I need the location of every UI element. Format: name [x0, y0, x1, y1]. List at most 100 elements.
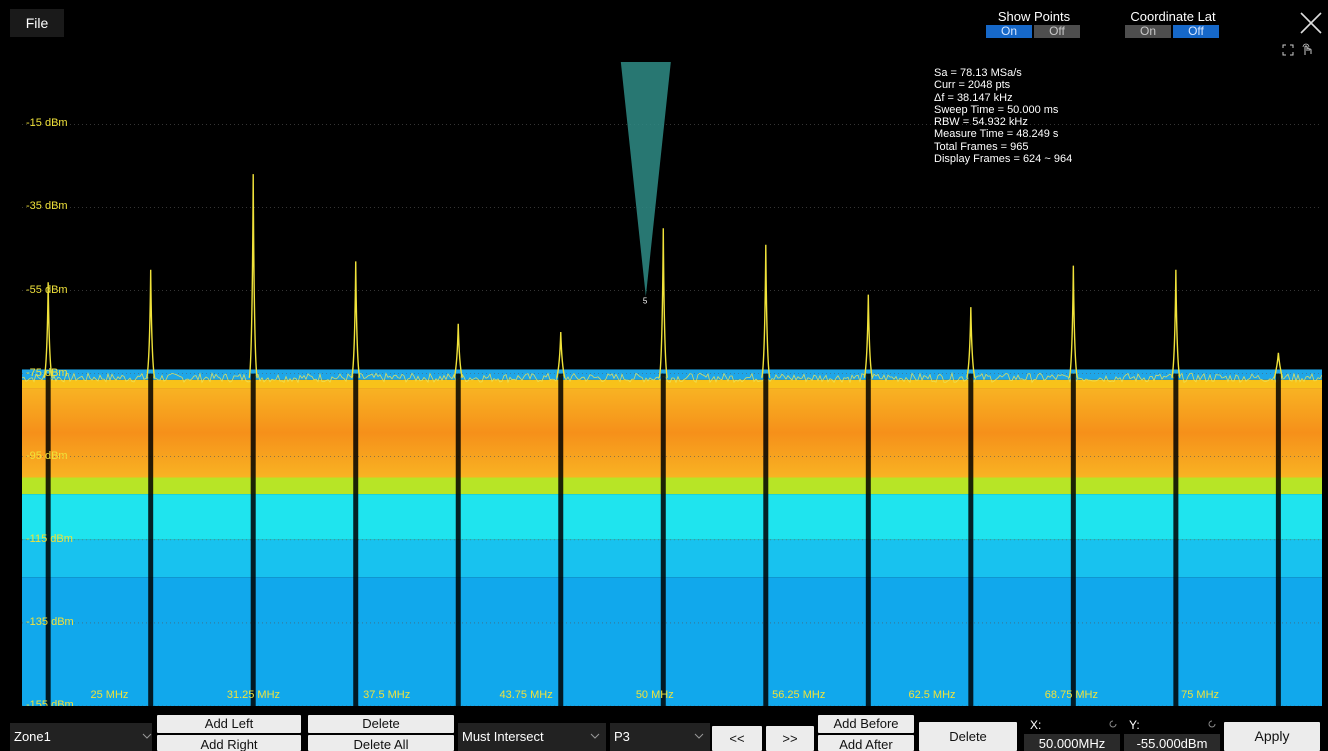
y-tick-label: -35 dBm: [26, 200, 68, 213]
signal-shadow: [45, 373, 51, 706]
x-tick-label: 75 MHz: [1181, 689, 1220, 701]
y-tick-label: -55 dBm: [26, 283, 68, 296]
signal-peak: [761, 244, 771, 378]
x-tick-label: 50 MHz: [635, 689, 674, 701]
x-tick-label: 37.5 MHz: [363, 689, 411, 701]
signal-peak: [556, 332, 566, 378]
add-before-button[interactable]: Add Before: [818, 715, 914, 733]
noise-band-yellow: [22, 379, 1322, 389]
file-menu[interactable]: File: [10, 9, 64, 37]
chevron-down-icon: [142, 733, 152, 739]
signal-shadow: [1275, 373, 1281, 706]
zone-select-value: Zone1: [14, 729, 51, 744]
signal-peak: [1273, 352, 1284, 378]
signal-shadow: [250, 373, 256, 706]
signal-shadow: [455, 373, 461, 706]
y-tick-label: -135 dBm: [26, 615, 74, 628]
touch-icon[interactable]: [1301, 43, 1313, 56]
signal-peak: [1068, 265, 1079, 378]
show-points-off[interactable]: Off: [1034, 25, 1080, 38]
show-points-toggle: Show Points On Off: [986, 10, 1082, 38]
delete-all-button[interactable]: Delete All: [308, 735, 454, 751]
signal-peak: [453, 323, 463, 378]
next-point-button[interactable]: >>: [766, 726, 814, 751]
signal-peak: [863, 294, 873, 378]
y-coordinate-input[interactable]: -55.000dBm: [1124, 734, 1220, 751]
point-select[interactable]: P3: [610, 723, 710, 751]
coordinate-label-on[interactable]: On: [1125, 25, 1171, 38]
show-points-on[interactable]: On: [986, 25, 1032, 38]
add-left-button[interactable]: Add Left: [157, 715, 301, 733]
x-coordinate-input[interactable]: 50.000MHz: [1024, 734, 1120, 751]
signal-shadow: [865, 373, 871, 706]
signal-peak: [1171, 269, 1181, 378]
chevron-down-icon: [694, 733, 704, 739]
add-after-button[interactable]: Add After: [818, 735, 914, 751]
info-line-sweep-time: Sweep Time = 50.000 ms: [934, 103, 1059, 116]
fullscreen-icon[interactable]: [1282, 44, 1294, 56]
x-coordinate-label: X:: [1030, 718, 1042, 732]
coordinate-label-toggle: Coordinate Lat On Off: [1125, 10, 1221, 38]
info-line-display-frames: Display Frames = 624 ~ 964: [934, 153, 1073, 166]
spectrum-chart: 5: [22, 62, 1322, 706]
noise-band-cyan: [22, 494, 1322, 540]
intersect-select-value: Must Intersect: [462, 729, 544, 744]
signal-peak: [43, 282, 53, 378]
close-icon[interactable]: [1298, 10, 1324, 36]
info-line-delta-f: Δf = 38.147 kHz: [934, 91, 1013, 104]
y-tick-label: -155 dBm: [26, 699, 74, 706]
x-tick-label: 25 MHz: [90, 689, 129, 701]
top-bar: File Show Points On Off Coordinate Lat O…: [0, 0, 1328, 42]
y-tick-label: -15 dBm: [26, 117, 68, 130]
noise-band-green: [22, 477, 1322, 495]
mask-toolbar: Zone1 Add Left Add Right Delete Delete A…: [0, 709, 1328, 751]
y-coordinate-label: Y:: [1129, 718, 1140, 732]
signal-shadow: [148, 373, 154, 706]
mask-region: [620, 62, 671, 297]
signal-shadow: [353, 373, 359, 706]
signal-shadow: [968, 373, 974, 706]
info-line-measure-time: Measure Time = 48.249 s: [934, 128, 1059, 141]
refresh-icon[interactable]: [1207, 719, 1217, 729]
y-tick-label: -115 dBm: [26, 532, 73, 545]
y-tick-label: -95 dBm: [26, 449, 68, 462]
x-tick-label: 43.75 MHz: [499, 689, 553, 701]
add-right-button[interactable]: Add Right: [157, 735, 301, 751]
signal-peak: [351, 261, 361, 378]
x-tick-label: 68.75 MHz: [1044, 689, 1098, 701]
signal-peak: [248, 174, 258, 378]
info-line-curr: Curr = 2048 pts: [934, 79, 1011, 92]
refresh-icon[interactable]: [1108, 719, 1118, 729]
coordinate-label-off[interactable]: Off: [1173, 25, 1219, 38]
mask-point-label: 5: [643, 297, 648, 306]
signal-shadow: [1173, 373, 1179, 706]
delete-zone-button[interactable]: Delete: [308, 715, 454, 733]
spectrum-plot[interactable]: 5 -15 dBm -35 dBm -55 dBm -75 dBm -95 dBm -11…: [22, 62, 1322, 706]
signal-shadow: [763, 373, 769, 706]
delete-point-button[interactable]: Delete: [919, 722, 1017, 751]
noise-band-blue: [22, 577, 1322, 706]
x-tick-label: 31.25 MHz: [226, 689, 281, 701]
signal-shadow: [1070, 373, 1076, 706]
show-points-label: Show Points: [997, 10, 1071, 24]
info-line-total-frames: Total Frames = 965: [934, 140, 1029, 153]
zone-select[interactable]: Zone1: [10, 723, 152, 751]
measurement-info: Sa = 78.13 MSa/s Curr = 2048 pts Δf = 38…: [934, 67, 1072, 165]
apply-button[interactable]: Apply: [1224, 722, 1320, 751]
noise-band-light-blue: [22, 539, 1322, 578]
coordinate-label-label: Coordinate Lat: [1130, 10, 1216, 24]
intersect-select[interactable]: Must Intersect: [458, 723, 606, 751]
signal-peak: [146, 269, 156, 378]
info-line-rbw: RBW = 54.932 kHz: [934, 116, 1028, 129]
chevron-down-icon: [590, 733, 600, 739]
noise-band-top-blue: [22, 369, 1322, 380]
y-tick-label: -75 dBm: [26, 366, 68, 379]
previous-point-button[interactable]: <<: [712, 726, 762, 751]
point-select-value: P3: [614, 729, 630, 744]
noise-band-gradient: [22, 388, 1322, 478]
noise-floor-trace: [22, 371, 1322, 384]
signal-peak: [658, 228, 668, 378]
info-line-sa: Sa = 78.13 MSa/s: [934, 67, 1022, 79]
x-tick-label: 56.25 MHz: [772, 689, 826, 701]
signal-shadow: [558, 373, 564, 706]
